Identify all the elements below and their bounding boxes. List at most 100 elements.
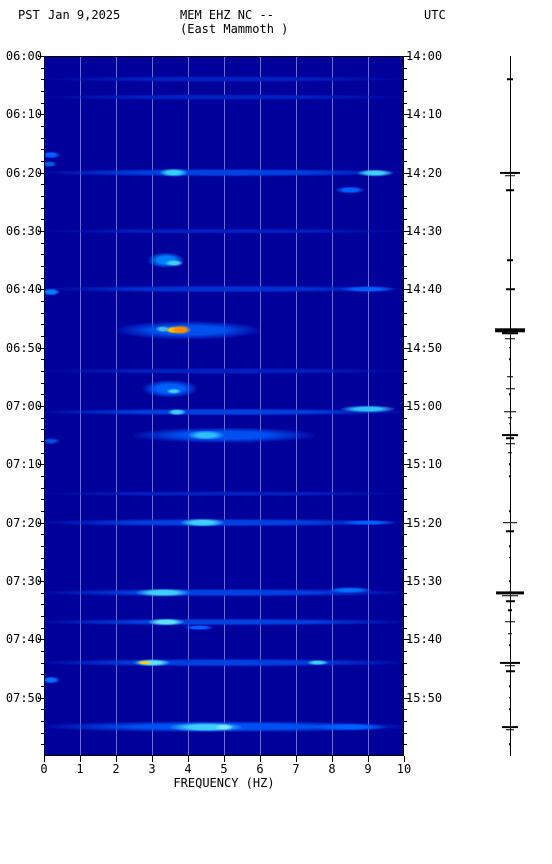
ytick-minor-left xyxy=(41,266,44,267)
trace-event xyxy=(506,189,513,191)
trace-event xyxy=(503,522,517,524)
ytick-label-left: 07:00 xyxy=(6,399,44,413)
ytick-minor-right xyxy=(404,558,407,559)
gridline-v xyxy=(188,56,189,756)
ytick-minor-right xyxy=(404,313,407,314)
ytick-minor-left xyxy=(41,243,44,244)
ytick-minor-left xyxy=(41,604,44,605)
spectral-feature xyxy=(44,438,60,444)
ytick-minor-left xyxy=(41,254,44,255)
trace-event-tail xyxy=(506,729,515,731)
ytick-label-left: 06:20 xyxy=(6,166,44,180)
spectral-feature xyxy=(136,588,190,597)
ytick-minor-left xyxy=(41,733,44,734)
ytick-label-right: 15:00 xyxy=(404,399,442,413)
trace-event xyxy=(509,423,512,425)
ytick-minor-right xyxy=(404,138,407,139)
trace-event xyxy=(506,388,515,390)
ytick-minor-right xyxy=(404,301,407,302)
ytick-label-right: 14:40 xyxy=(404,282,442,296)
xtick-label: 8 xyxy=(328,762,335,776)
ytick-minor-left xyxy=(41,79,44,80)
ytick-minor-left xyxy=(41,628,44,629)
ytick-minor-right xyxy=(404,91,407,92)
ytick-label-left: 06:10 xyxy=(6,107,44,121)
ytick-minor-right xyxy=(404,196,407,197)
ytick-minor-right xyxy=(404,628,407,629)
spectral-feature xyxy=(148,253,184,268)
spectral-feature xyxy=(138,660,152,665)
xtick-label: 5 xyxy=(220,762,227,776)
trace-event xyxy=(500,662,520,664)
trace-event xyxy=(509,475,511,477)
ytick-minor-right xyxy=(404,278,407,279)
ytick-label-right: 15:50 xyxy=(404,691,442,705)
xtick-label: 2 xyxy=(112,762,119,776)
ytick-minor-left xyxy=(41,663,44,664)
trace-event xyxy=(507,376,512,378)
gridline-v xyxy=(152,56,153,756)
ytick-label-right: 15:40 xyxy=(404,632,442,646)
trace-event xyxy=(502,726,518,728)
ytick-minor-left xyxy=(41,161,44,162)
trace-event xyxy=(507,79,512,81)
ytick-minor-right xyxy=(404,721,407,722)
ytick-minor-left xyxy=(41,744,44,745)
ytick-minor-right xyxy=(404,744,407,745)
ytick-minor-right xyxy=(404,616,407,617)
ytick-minor-right xyxy=(404,441,407,442)
spectral-feature xyxy=(307,660,329,666)
ytick-minor-left xyxy=(41,534,44,535)
spectral-feature xyxy=(156,326,170,332)
ytick-minor-right xyxy=(404,184,407,185)
gridline-v xyxy=(116,56,117,756)
trace-event xyxy=(508,609,512,611)
ytick-minor-left xyxy=(41,709,44,710)
ytick-minor-left xyxy=(41,686,44,687)
trace-event xyxy=(509,394,512,396)
spectral-feature xyxy=(159,168,188,177)
ytick-minor-left xyxy=(41,441,44,442)
ytick-minor-right xyxy=(404,126,407,127)
ytick-minor-left xyxy=(41,371,44,372)
spectral-feature xyxy=(44,289,60,296)
ytick-minor-right xyxy=(404,709,407,710)
trace-event xyxy=(509,685,512,687)
ytick-minor-left xyxy=(41,511,44,512)
ytick-minor-left xyxy=(41,184,44,185)
spectral-feature xyxy=(165,260,183,266)
gridline-v xyxy=(224,56,225,756)
trace-event xyxy=(505,621,516,623)
trace-event xyxy=(507,259,512,261)
ytick-label-right: 15:10 xyxy=(404,457,442,471)
trace-event xyxy=(506,671,515,673)
ytick-minor-left xyxy=(41,674,44,675)
ytick-minor-left xyxy=(41,91,44,92)
spectrogram-canvas xyxy=(44,56,404,756)
trace-event xyxy=(509,359,511,361)
spectral-feature xyxy=(328,587,371,593)
ytick-minor-right xyxy=(404,569,407,570)
trace-event-tail xyxy=(506,437,515,439)
spectral-feature xyxy=(170,722,242,731)
spectral-feature xyxy=(357,169,393,176)
spectral-feature xyxy=(165,327,183,334)
ytick-label-right: 15:20 xyxy=(404,516,442,530)
trace-event xyxy=(504,411,517,413)
trace-baseline xyxy=(510,56,511,756)
ytick-minor-left xyxy=(41,149,44,150)
gridline-v xyxy=(332,56,333,756)
xtick-label: 3 xyxy=(148,762,155,776)
xtick-label: 4 xyxy=(184,762,191,776)
ytick-minor-left xyxy=(41,324,44,325)
station-label: MEM EHZ NC -- xyxy=(180,8,274,22)
ytick-minor-left xyxy=(41,453,44,454)
ytick-minor-right xyxy=(404,546,407,547)
ytick-minor-left xyxy=(41,651,44,652)
ytick-minor-right xyxy=(404,336,407,337)
trace-event-tail xyxy=(502,595,518,597)
ytick-minor-left xyxy=(41,219,44,220)
ytick-minor-right xyxy=(404,604,407,605)
ytick-minor-left xyxy=(41,429,44,430)
ytick-minor-right xyxy=(404,511,407,512)
